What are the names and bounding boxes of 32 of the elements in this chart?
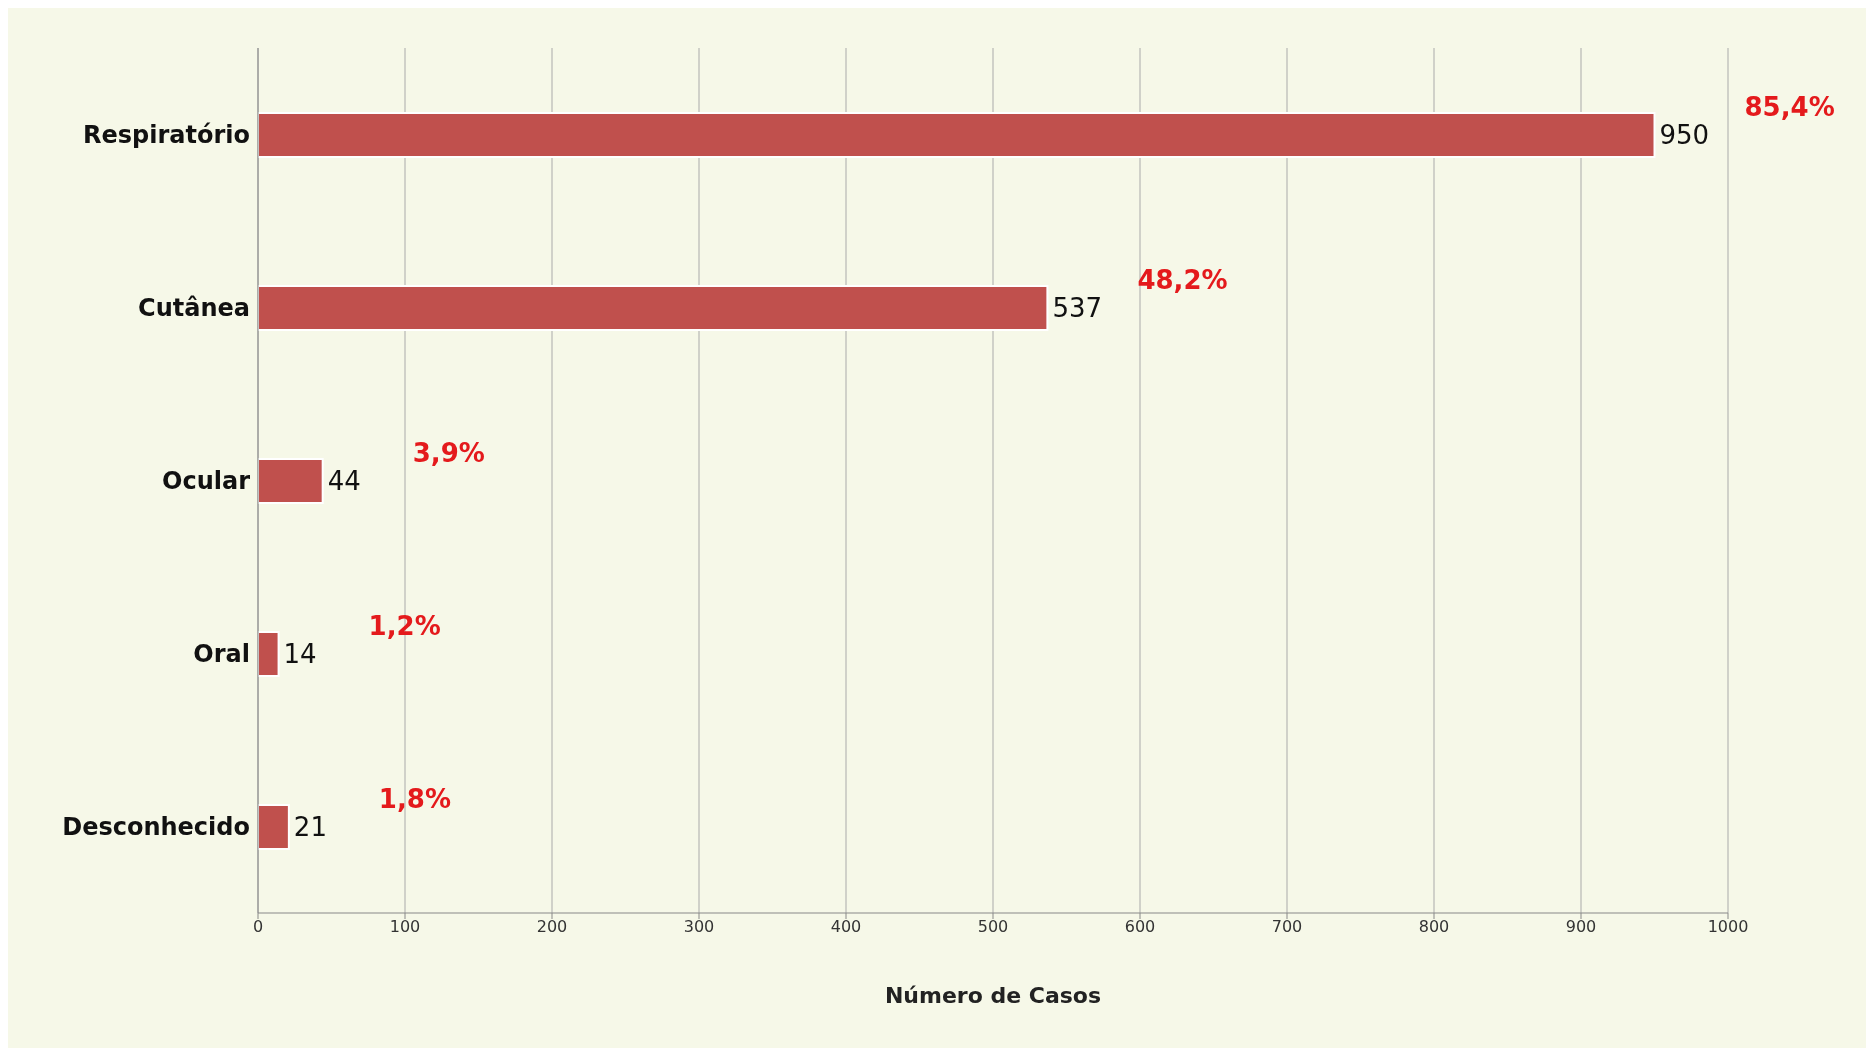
annotation: 3,9%: [412, 437, 485, 468]
bar: [258, 112, 1656, 158]
annotation: 48,2%: [1137, 264, 1228, 295]
x-tick-label: 500: [977, 917, 1009, 937]
bar: [258, 458, 324, 504]
y-tick-label: Desconhecido: [62, 813, 250, 842]
y-tick-label: Respiratório: [83, 121, 250, 150]
annotation: 1,8%: [378, 783, 451, 814]
data-label: 44: [327, 466, 361, 497]
x-tick-label: 1000: [1707, 917, 1749, 937]
data-label: 537: [1052, 293, 1103, 324]
x-tick-label: 600: [1124, 917, 1156, 937]
x-tick-label: 800: [1418, 917, 1450, 937]
text: 85,4%: [1744, 91, 1835, 122]
y-tick-label: Ocular: [162, 467, 251, 496]
x-tick-label: 100: [389, 917, 421, 937]
x-axis-title: Número de Casos: [884, 983, 1102, 1008]
x-tick-label: 200: [536, 917, 568, 937]
bar: [258, 804, 290, 850]
data-label: 21: [293, 812, 327, 843]
data-label: 14: [283, 639, 317, 670]
y-tick-label: Oral: [193, 640, 250, 669]
x-tick-label: 700: [1271, 917, 1303, 937]
annotation: 1,2%: [368, 610, 441, 641]
x-tick-label: 300: [683, 917, 715, 937]
data-label: 950: [1659, 120, 1710, 151]
x-tick-label: 900: [1565, 917, 1597, 937]
x-tick-label: 0: [252, 917, 264, 937]
x-tick-label: 400: [830, 917, 862, 937]
y-tick-label: Cutânea: [138, 294, 250, 323]
bar: [258, 285, 1049, 331]
bar: [258, 631, 280, 677]
